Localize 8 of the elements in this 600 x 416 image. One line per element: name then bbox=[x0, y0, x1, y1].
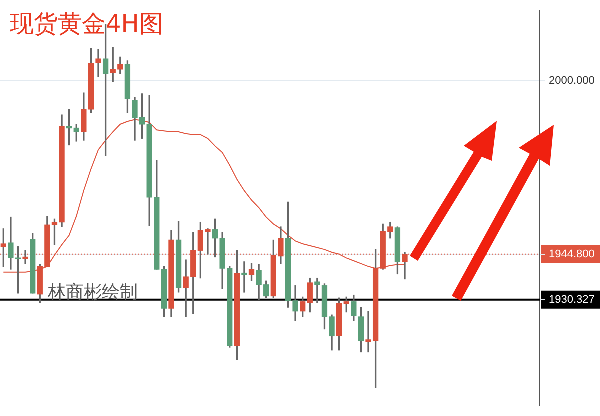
y-tick-label: 1930.327 bbox=[549, 294, 595, 306]
candlestick bbox=[242, 262, 248, 293]
chart-title: 现货黄金4H图 bbox=[10, 9, 164, 40]
candlestick bbox=[96, 48, 102, 78]
candlestick bbox=[314, 278, 320, 304]
y-tick-label: 1944.800 bbox=[549, 248, 595, 260]
annotation: 林商彬绘制 bbox=[48, 281, 138, 304]
y-tick-label: 2000.000 bbox=[549, 74, 595, 87]
